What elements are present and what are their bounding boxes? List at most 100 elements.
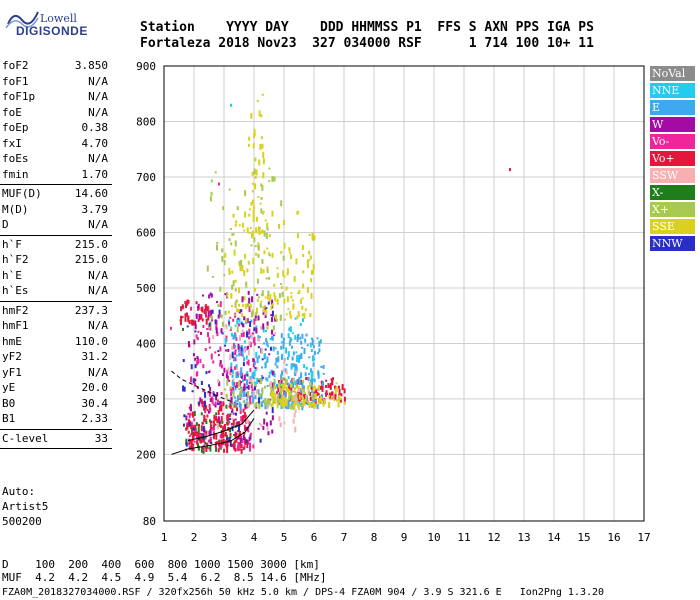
echo-point bbox=[207, 391, 210, 394]
echo-point bbox=[285, 363, 288, 366]
echo-point bbox=[291, 299, 294, 302]
echo-point bbox=[235, 299, 238, 302]
echo-point bbox=[260, 401, 263, 408]
echo-point bbox=[183, 386, 186, 392]
echo-point bbox=[233, 342, 236, 349]
echo-point bbox=[306, 259, 309, 265]
echo-point bbox=[270, 388, 273, 391]
y-tick-label: 600 bbox=[136, 226, 156, 239]
echo-point bbox=[296, 356, 299, 363]
echo-point bbox=[251, 230, 254, 237]
echo-point bbox=[215, 433, 218, 440]
echo-point bbox=[246, 398, 249, 401]
echo-point bbox=[197, 318, 200, 322]
echo-point bbox=[341, 384, 344, 391]
echo-point bbox=[257, 389, 260, 395]
echo-point bbox=[230, 332, 233, 337]
echo-point bbox=[228, 321, 231, 325]
echo-point bbox=[267, 431, 270, 436]
echo-point bbox=[282, 220, 285, 226]
echo-point bbox=[193, 418, 196, 422]
echo-point bbox=[188, 446, 191, 451]
echo-point bbox=[236, 402, 239, 405]
echo-point bbox=[243, 383, 246, 388]
echo-point bbox=[252, 257, 255, 264]
echo-point bbox=[262, 172, 265, 179]
echo-point bbox=[229, 417, 232, 420]
echo-point bbox=[313, 391, 316, 394]
echo-point bbox=[274, 398, 277, 404]
echo-point bbox=[290, 363, 293, 370]
param-name: C-level bbox=[2, 431, 49, 445]
echo-point bbox=[251, 182, 254, 185]
echo-point bbox=[258, 159, 261, 166]
param-name: foE bbox=[2, 105, 22, 119]
echo-point bbox=[184, 316, 187, 322]
echo-point bbox=[219, 286, 222, 292]
echo-point bbox=[248, 231, 251, 234]
param-value: N/A bbox=[88, 319, 108, 332]
echo-point bbox=[343, 396, 346, 402]
echo-point bbox=[220, 424, 223, 428]
echo-point bbox=[245, 355, 248, 360]
echo-point bbox=[274, 386, 277, 390]
echo-point bbox=[242, 447, 245, 451]
echo-point bbox=[228, 427, 231, 433]
echo-point bbox=[253, 377, 256, 380]
x-tick-label: 9 bbox=[401, 531, 408, 544]
autoscaling-info: Auto: Artist5 500200 bbox=[2, 484, 48, 529]
echo-point bbox=[268, 276, 271, 280]
echo-point bbox=[317, 372, 320, 379]
echo-point bbox=[282, 270, 285, 277]
echo-point bbox=[316, 337, 319, 340]
echo-point bbox=[223, 433, 226, 436]
echo-point bbox=[284, 393, 287, 398]
legend-item-w: W bbox=[650, 117, 695, 132]
echo-point bbox=[265, 337, 268, 342]
echo-point bbox=[310, 368, 313, 374]
echo-point bbox=[243, 348, 246, 353]
echo-point bbox=[280, 353, 283, 360]
echo-point bbox=[246, 402, 249, 408]
plot-area: 1 2 3 4 5 6 7 8 9 10 11 12 13 14 15 16 17802003004005006… bbox=[136, 60, 651, 544]
param-row: hmE 110.0 bbox=[0, 334, 112, 350]
echo-point bbox=[249, 342, 252, 348]
echo-point bbox=[275, 357, 278, 363]
echo-point bbox=[298, 388, 301, 393]
param-value: N/A bbox=[88, 105, 108, 119]
echo-point bbox=[205, 314, 208, 318]
x-tick-label: 17 bbox=[637, 531, 650, 544]
echo-point bbox=[297, 403, 300, 410]
echo-point bbox=[194, 424, 197, 429]
echo-point bbox=[246, 443, 249, 449]
echo-point bbox=[196, 443, 199, 449]
divider bbox=[0, 428, 112, 430]
echo-point bbox=[271, 210, 274, 217]
echo-point bbox=[312, 362, 315, 367]
echo-point bbox=[250, 334, 253, 340]
echo-point bbox=[202, 389, 205, 393]
param-row: yF1 N/A bbox=[0, 365, 112, 381]
echo-point bbox=[263, 230, 266, 237]
echo-point bbox=[261, 387, 264, 394]
param-name: h`F2 bbox=[2, 253, 29, 266]
echo-point bbox=[242, 357, 245, 362]
echo-point bbox=[311, 355, 314, 362]
divider bbox=[0, 300, 112, 302]
echo-point bbox=[257, 244, 260, 251]
echo-point bbox=[232, 390, 235, 397]
echo-point bbox=[261, 212, 264, 215]
echo-point bbox=[287, 351, 290, 358]
echo-point bbox=[192, 353, 195, 357]
echo-point bbox=[297, 292, 300, 295]
echo-point bbox=[244, 438, 247, 445]
param-name: foF1p bbox=[2, 90, 36, 103]
echo-point bbox=[329, 382, 332, 385]
echo-point bbox=[336, 399, 339, 402]
echo-point bbox=[241, 420, 244, 425]
echo-point bbox=[268, 254, 271, 257]
echo-point bbox=[311, 389, 314, 394]
echo-point bbox=[337, 385, 340, 389]
echo-point bbox=[264, 363, 267, 366]
echo-point bbox=[251, 388, 254, 392]
